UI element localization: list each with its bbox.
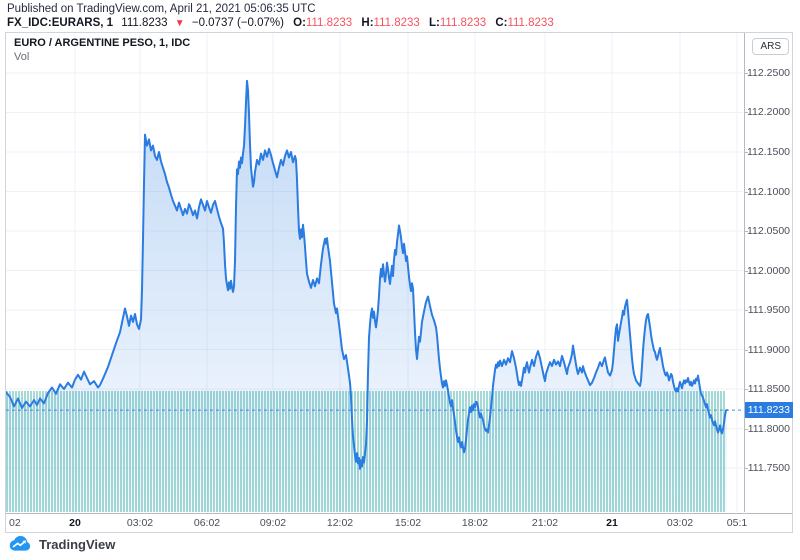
- price-tick-label: 111.7500: [747, 462, 790, 474]
- tradingview-brand-text: TradingView: [39, 536, 116, 552]
- time-tick-label: 18:02: [461, 517, 489, 529]
- time-tick-label: 21:02: [531, 517, 559, 529]
- price-tick-mark: [745, 389, 748, 390]
- time-tick-label: 12:02: [326, 517, 354, 529]
- price-tick-mark: [745, 468, 748, 469]
- price-chart-canvas: [6, 33, 743, 512]
- time-axis[interactable]: 02 20 03:02 06:02 09:02 12:02 15:02 18:02 21:02 2…: [6, 513, 792, 533]
- time-tick-label: 21: [606, 517, 618, 529]
- price-tick-label: 111.8000: [747, 423, 790, 435]
- time-tick-label: 15:02: [394, 517, 422, 529]
- time-tick-label: 09:02: [259, 517, 287, 529]
- price-tick-label: 112.2500: [746, 67, 790, 79]
- price-tick-mark: [745, 73, 748, 74]
- time-tick-label: 03:02: [666, 517, 694, 529]
- low-label: L:: [429, 17, 440, 29]
- time-tick-label: 20: [69, 517, 81, 529]
- price-tick-label: 112.0000: [746, 265, 790, 277]
- published-line: Published on TradingView.com, April 21, …: [7, 3, 316, 15]
- price-axis[interactable]: ARS 111.8233 112.2500 112.2000 112.1500 112…: [744, 33, 793, 512]
- close-value: 111.8233: [507, 17, 554, 29]
- chart-frame: EURO / ARGENTINE PESO, 1, IDC Vol ARS 11…: [5, 32, 793, 533]
- time-tick-label: 06:02: [193, 517, 221, 529]
- price-tick-mark: [745, 271, 748, 272]
- price-change: −0.0737 (−0.07%): [191, 17, 284, 29]
- price-tick-label: 111.8500: [747, 383, 790, 395]
- price-tick-label: 111.9000: [747, 344, 790, 356]
- close-label: C:: [495, 17, 508, 29]
- price-down-arrow-icon: ▼: [174, 18, 185, 29]
- price-pane[interactable]: EURO / ARGENTINE PESO, 1, IDC Vol: [6, 33, 743, 512]
- price-tick-mark: [745, 112, 748, 113]
- low-value: 111.8233: [439, 17, 487, 29]
- price-tick-label: 112.2000: [746, 106, 790, 118]
- symbol-status-line: FX_IDC:EURARS, 1 111.8233 ▼ −0.0737 (−0.…: [7, 17, 554, 29]
- price-tick-mark: [745, 192, 748, 193]
- high-value: 111.8233: [373, 17, 420, 29]
- price-tick-mark: [745, 310, 748, 311]
- currency-badge: ARS: [752, 38, 789, 55]
- price-tick-label: 111.9500: [747, 304, 790, 316]
- price-tick-label: 112.1000: [746, 186, 790, 198]
- last-price: 111.8233: [121, 17, 168, 29]
- open-value: 111.8233: [305, 17, 353, 29]
- price-tick-mark: [745, 429, 748, 430]
- open-label: O:: [293, 17, 306, 29]
- high-label: H:: [361, 17, 374, 29]
- time-tick-label: 05:1: [726, 517, 748, 529]
- time-tick-label: 03:02: [126, 517, 154, 529]
- symbol-interval: FX_IDC:EURARS, 1: [7, 17, 114, 29]
- price-tick-mark: [745, 231, 748, 232]
- price-tick-label: 112.0500: [746, 225, 790, 237]
- price-tick-mark: [745, 152, 748, 153]
- tradingview-logo-icon: [9, 536, 31, 551]
- tradingview-attribution[interactable]: TradingView: [8, 536, 115, 552]
- price-tick-mark: [745, 350, 748, 351]
- area-fill: [6, 80, 727, 512]
- price-tick-label: 112.1500: [746, 146, 790, 158]
- price-line: [6, 79, 728, 470]
- time-tick-label: 02: [9, 517, 21, 529]
- current-price-label: 111.8233: [745, 402, 793, 418]
